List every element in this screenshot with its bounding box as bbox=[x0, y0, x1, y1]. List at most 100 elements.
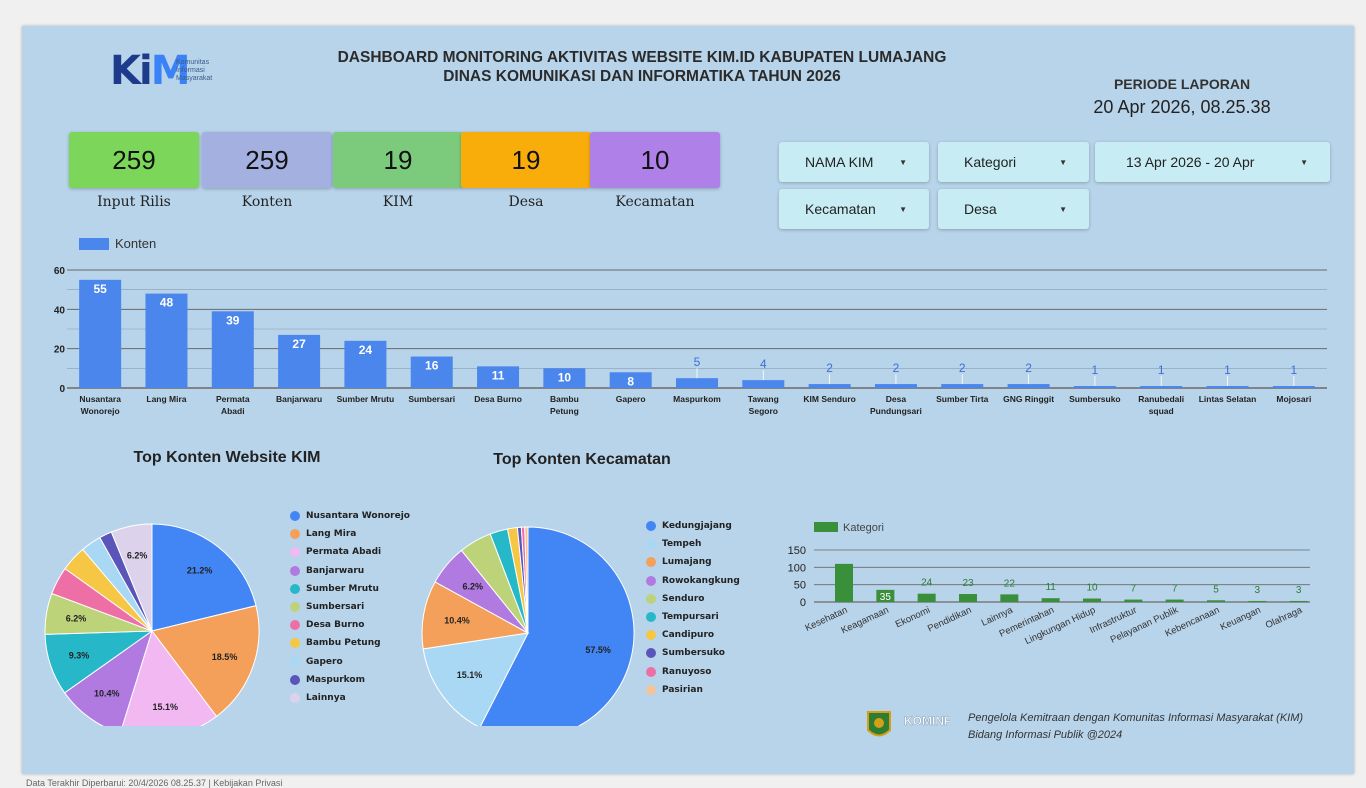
legend-dot bbox=[290, 692, 300, 703]
pie1-title: Top Konten Website KIM bbox=[133, 449, 321, 466]
top-konten-kecamatan-pie: 57.5% 15.1% 10.4% 6.2% bbox=[421, 526, 635, 726]
pie-slice bbox=[421, 581, 530, 650]
x-tick-label: Desa bbox=[886, 394, 907, 404]
bar bbox=[609, 372, 652, 388]
legend-label: Sumbersuko bbox=[662, 648, 725, 659]
bar-value-label: 5 bbox=[1213, 584, 1219, 595]
bar bbox=[874, 384, 917, 388]
bar bbox=[344, 340, 387, 388]
bar bbox=[1124, 599, 1143, 602]
bar bbox=[1272, 386, 1315, 388]
bar bbox=[410, 356, 453, 388]
legend-label: Kedungjajang bbox=[662, 521, 732, 532]
pie2-title: Top Konten Kecamatan bbox=[493, 451, 671, 468]
footer-line2: Bidang Informasi Publik @2024 bbox=[968, 729, 1123, 741]
filter-date-range[interactable]: 13 Apr 2026 - 20 Apr ▼ bbox=[1095, 142, 1330, 182]
x-tick-label: Wonorejo bbox=[81, 406, 120, 416]
pie-pct-label: 21.2% bbox=[187, 565, 213, 575]
bar-value-label: 11 bbox=[492, 368, 505, 382]
card-label: Desa bbox=[508, 194, 544, 210]
x-tick-label: Sumber Mrutu bbox=[337, 394, 395, 404]
pie-pct-label: 10.4% bbox=[444, 615, 470, 625]
pie1-legend: Nusantara Wonorejo Lang Mira Permata Abadi… bbox=[290, 507, 410, 707]
chevron-down-icon: ▼ bbox=[1059, 204, 1067, 214]
legend-dot bbox=[646, 648, 656, 659]
x-tick-label: Bambu bbox=[550, 394, 579, 404]
x-tick-label: Sumbersari bbox=[408, 394, 455, 404]
x-tick-label: Banjarwaru bbox=[276, 394, 322, 404]
legend-item: Pasirian bbox=[646, 681, 740, 699]
x-tick-label: Sumbersuko bbox=[1069, 394, 1121, 404]
bar-value-label: 35 bbox=[880, 592, 892, 603]
y-tick-label: 50 bbox=[794, 580, 806, 592]
filter-label: Desa bbox=[964, 201, 997, 217]
bar bbox=[1140, 386, 1183, 388]
bar-value-label: 10 bbox=[558, 370, 572, 384]
bar bbox=[1165, 599, 1184, 602]
bar-value-label: 2 bbox=[893, 361, 900, 375]
pie-slice bbox=[121, 629, 218, 726]
pie-slice bbox=[151, 605, 260, 718]
legend-dot bbox=[290, 602, 300, 613]
pie-pct-label: 15.1% bbox=[457, 670, 483, 680]
legend-item: Maspurkom bbox=[290, 671, 410, 689]
legend-label: Lumajang bbox=[662, 557, 712, 568]
legend-label: Tempursari bbox=[662, 612, 719, 623]
filter-kecamatan[interactable]: Kecamatan ▼ bbox=[779, 189, 929, 229]
card-kim: 19 bbox=[333, 132, 463, 188]
x-tick-label: Pundungsari bbox=[870, 406, 922, 416]
legend-item: Ranuyoso bbox=[646, 663, 740, 681]
bar-value-label: 23 bbox=[962, 578, 974, 589]
bar-value-label: 7 bbox=[1131, 584, 1137, 595]
legend-label: Konten bbox=[115, 236, 156, 251]
filter-desa[interactable]: Desa ▼ bbox=[938, 189, 1089, 229]
periode-date: 20 Apr 2026, 08.25.38 bbox=[1093, 97, 1271, 117]
legend-label: Permata Abadi bbox=[306, 547, 382, 558]
card-label: KIM bbox=[382, 194, 414, 210]
bar bbox=[676, 378, 718, 388]
card-desa: 19 bbox=[461, 132, 591, 188]
pie-pct-label: 6.2% bbox=[66, 613, 87, 623]
bar bbox=[876, 589, 895, 602]
pie-pct-label: 6.2% bbox=[127, 550, 148, 560]
bar bbox=[1007, 384, 1050, 388]
legend-label: Senduro bbox=[662, 593, 705, 604]
legend-dot bbox=[646, 666, 656, 677]
bar bbox=[941, 384, 984, 388]
pie-slice bbox=[524, 526, 529, 634]
pie-slice bbox=[63, 629, 153, 726]
legend-label: Sumber Mrutu bbox=[306, 583, 379, 594]
pie-pct-label: 10.4% bbox=[94, 688, 120, 698]
bar-value-label: 1 bbox=[1158, 363, 1165, 377]
legend-label: Rowokangkung bbox=[662, 575, 740, 586]
bar bbox=[1000, 594, 1019, 602]
legend-item: Desa Burno bbox=[290, 616, 410, 634]
pie2-legend: Kedungjajang Tempeh Lumajang Rowokangkung Se… bbox=[646, 517, 740, 699]
legend-dot bbox=[646, 575, 656, 586]
footer-line1: Pengelola Kemitraan dengan Komunitas Inf… bbox=[968, 712, 1304, 724]
last-updated-note: Data Terakhir Diperbarui: 20/4/2026 08.2… bbox=[26, 778, 283, 788]
x-tick-label: Petung bbox=[550, 406, 579, 416]
periode-label: PERIODE LAPORAN bbox=[1113, 76, 1251, 92]
bar-value-label: 22 bbox=[1004, 578, 1016, 589]
x-tick-label: Permata bbox=[216, 394, 250, 404]
bar-value-label: 7 bbox=[1172, 584, 1178, 595]
x-tick-label: Desa Burno bbox=[474, 394, 522, 404]
filter-nama-kim[interactable]: NAMA KIM ▼ bbox=[779, 142, 929, 182]
bar bbox=[1248, 600, 1267, 602]
card-kecamatan: 10 bbox=[590, 132, 720, 188]
legend-item: Candipuro bbox=[646, 626, 740, 644]
pie-pct-label: 6.2% bbox=[462, 582, 483, 592]
legend-dot bbox=[290, 674, 300, 685]
y-tick-label: 0 bbox=[59, 384, 65, 395]
y-tick-label: 100 bbox=[788, 562, 806, 574]
legend-label: Desa Burno bbox=[306, 620, 365, 631]
legend-item: Lainnya bbox=[290, 689, 410, 707]
filter-kategori[interactable]: Kategori ▼ bbox=[938, 142, 1089, 182]
bar-value-label: 55 bbox=[93, 282, 107, 296]
x-tick-label: Keagamaan bbox=[840, 605, 891, 637]
legend-item: Sumber Mrutu bbox=[290, 580, 410, 598]
chevron-down-icon: ▼ bbox=[1300, 157, 1308, 167]
bar-value-label: 39 bbox=[226, 313, 240, 327]
bar-value-label: 3 bbox=[1296, 585, 1302, 596]
